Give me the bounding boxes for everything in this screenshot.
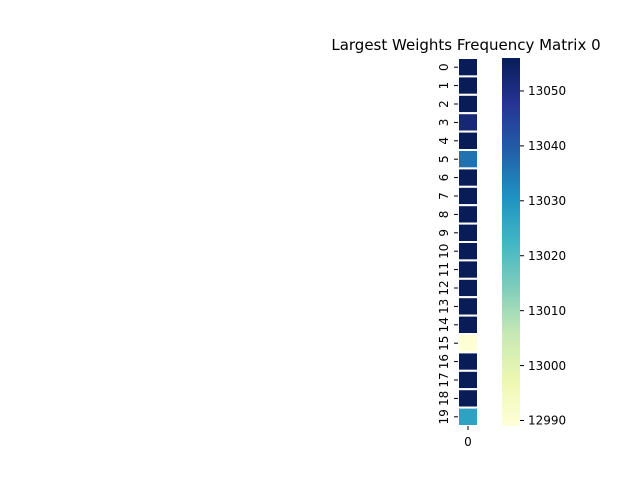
colorbar-tick-label: 13020	[528, 249, 566, 263]
row-tick-label: 4	[437, 137, 451, 145]
heatmap-cell	[457, 351, 479, 372]
row-tick-label: 12	[437, 280, 451, 295]
colorbar-gradient	[502, 58, 520, 426]
row-tick-label: 3	[437, 119, 451, 127]
heatmap-cell	[457, 296, 479, 317]
heatmap-cell	[457, 204, 479, 225]
colorbar: 13050 13040 13030 13020 13010 13000 12990	[502, 58, 566, 428]
row-tick-label: 18	[437, 391, 451, 406]
row-tick-label: 1	[437, 82, 451, 90]
heatmap-cell	[457, 333, 479, 354]
heatmap-cell	[457, 130, 479, 152]
heatmap-cell	[457, 57, 479, 78]
row-tick-label: 19	[437, 409, 451, 424]
row-tick-label: 8	[437, 211, 451, 219]
colorbar-tick-label: 13000	[528, 359, 566, 373]
row-tick-label: 7	[437, 192, 451, 200]
heatmap-cell	[457, 112, 479, 133]
row-tick-label: 17	[437, 372, 451, 387]
row-tick-label: 14	[437, 317, 451, 332]
colorbar-tick-label: 13050	[528, 84, 566, 98]
heatmap-cell	[457, 241, 479, 262]
heatmap-cells	[457, 57, 479, 428]
heatmap-cell	[457, 167, 479, 188]
heatmap-cell	[457, 75, 479, 96]
row-tick-label: 10	[437, 244, 451, 259]
colorbar-tick-label: 13030	[528, 194, 566, 208]
colorbar-tick-label: 12990	[528, 414, 566, 428]
heatmap-cell	[457, 93, 479, 115]
row-tick-label: 9	[437, 229, 451, 237]
row-tick-label: 6	[437, 174, 451, 182]
heatmap-cell	[457, 149, 479, 170]
column-tick-labels: 0	[464, 426, 472, 449]
heatmap-cell	[457, 314, 479, 336]
chart-title: Largest Weights Frequency Matrix 0	[331, 36, 600, 54]
colorbar-tick-label: 13040	[528, 139, 566, 153]
heatmap-cell	[457, 277, 479, 299]
row-tick-label: 5	[437, 155, 451, 163]
row-tick-label: 0	[437, 63, 451, 71]
heatmap-cell	[457, 185, 479, 207]
heatmap-cell	[457, 388, 479, 409]
row-tick-label: 16	[437, 354, 451, 369]
row-tick-label: 11	[437, 262, 451, 277]
heatmap-cell	[457, 406, 479, 428]
row-tick-label: 13	[437, 299, 451, 314]
heatmap-cell	[457, 222, 479, 244]
row-tick-label: 15	[437, 336, 451, 351]
column-tick-label: 0	[464, 435, 472, 449]
colorbar-tick-label: 13010	[528, 304, 566, 318]
heatmap-cell	[457, 369, 479, 391]
heatmap-cell	[457, 259, 479, 280]
row-tick-label: 2	[437, 100, 451, 108]
colorbar-ticks: 13050 13040 13030 13020 13010 13000 12990	[520, 84, 566, 428]
